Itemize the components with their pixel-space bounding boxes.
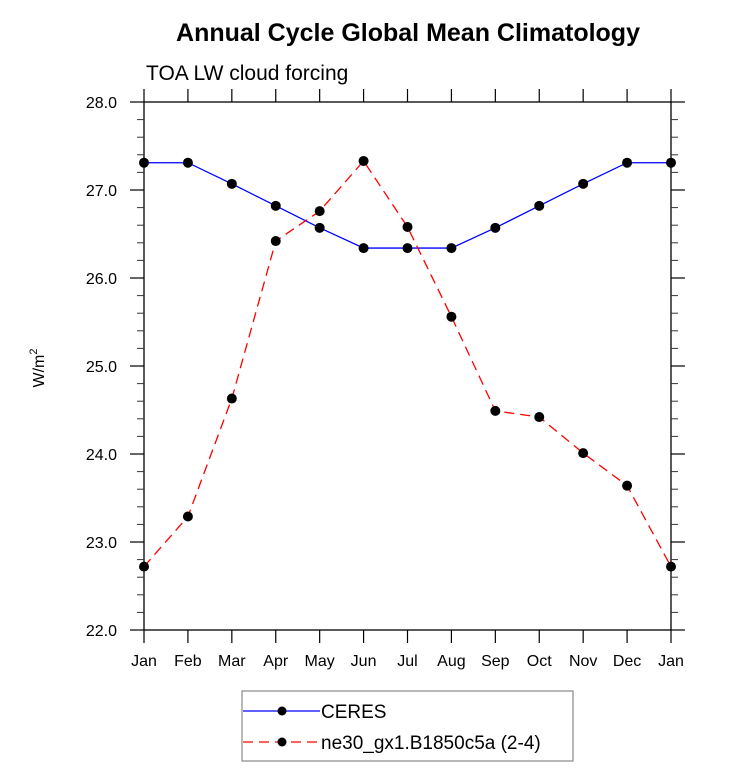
data-point (270, 200, 281, 211)
x-tick-label: Sep (481, 653, 510, 670)
y-tick-label: 23.0 (86, 535, 117, 552)
legend-item: CERES (243, 702, 386, 723)
legend-marker (277, 737, 287, 747)
data-point (534, 412, 545, 423)
data-point (139, 561, 149, 572)
x-tick-label: Jul (397, 653, 417, 670)
y-axis-label-text: W/m (31, 355, 48, 388)
series-line (143, 159, 672, 568)
data-point (534, 200, 545, 211)
y-tick-label: 27.0 (86, 183, 117, 200)
y-tick-label: 24.0 (86, 447, 117, 464)
chart-subtitle: TOA LW cloud forcing (146, 62, 348, 85)
y-axis-label: W/m2 (28, 349, 48, 388)
data-point (666, 157, 676, 168)
data-point (182, 157, 193, 168)
data-point (358, 155, 369, 166)
data-point (139, 157, 149, 168)
chart-title: Annual Cycle Global Mean Climatology (176, 19, 640, 47)
legend-item: ne30_gx1.B1850c5a (2-4) (243, 733, 541, 754)
legend-label: CERES (321, 702, 386, 723)
legend-label: ne30_gx1.B1850c5a (2-4) (321, 733, 541, 754)
data-point (402, 221, 413, 232)
data-point (314, 222, 325, 233)
legend-items: CERES ne30_gx1.B1850c5a (2-4) (243, 702, 541, 754)
x-tick-label: Jan (658, 653, 684, 670)
tick-labels: Jan Feb Mar Apr May Jun Jul Aug Sep Oct Nov Dec Jan 2… (86, 95, 684, 670)
axes (143, 101, 672, 631)
y-axis-label-superscript: 2 (28, 349, 40, 355)
data-point (314, 206, 325, 217)
series-layer (139, 155, 676, 572)
data-point (182, 511, 193, 522)
y-tick-label: 22.0 (86, 623, 117, 640)
x-tick-label: Jun (351, 653, 377, 670)
x-tick-label: Feb (174, 653, 202, 670)
data-point (402, 243, 413, 254)
x-tick-label: Apr (263, 653, 289, 670)
ticks (130, 89, 685, 643)
series-line (144, 162, 671, 249)
x-tick-label: Dec (613, 653, 641, 670)
data-point (490, 222, 501, 233)
legend-marker (277, 706, 287, 716)
series-model (139, 155, 676, 572)
x-tick-label: Mar (218, 653, 246, 670)
y-tick-label: 25.0 (86, 359, 117, 376)
data-point (622, 480, 633, 491)
data-point (578, 178, 589, 189)
data-point (358, 243, 369, 254)
data-point (226, 393, 237, 404)
series-ceres (139, 157, 676, 254)
y-tick-label: 26.0 (86, 271, 117, 288)
data-point (270, 236, 281, 247)
x-tick-label: Oct (527, 653, 552, 670)
x-tick-label: Jan (131, 653, 157, 670)
data-point (622, 157, 633, 168)
x-tick-label: Aug (437, 653, 465, 670)
data-point (666, 561, 676, 572)
legend-box (241, 690, 574, 762)
y-tick-label: 28.0 (86, 95, 117, 112)
x-tick-label: May (305, 653, 335, 670)
data-point (226, 178, 237, 189)
data-point (578, 448, 589, 459)
legend: CERES ne30_gx1.B1850c5a (2-4) (241, 690, 574, 762)
x-tick-label: Nov (569, 653, 597, 670)
data-point (446, 243, 457, 254)
data-point (490, 405, 501, 416)
data-point (446, 311, 457, 322)
plot-frame (143, 101, 672, 631)
